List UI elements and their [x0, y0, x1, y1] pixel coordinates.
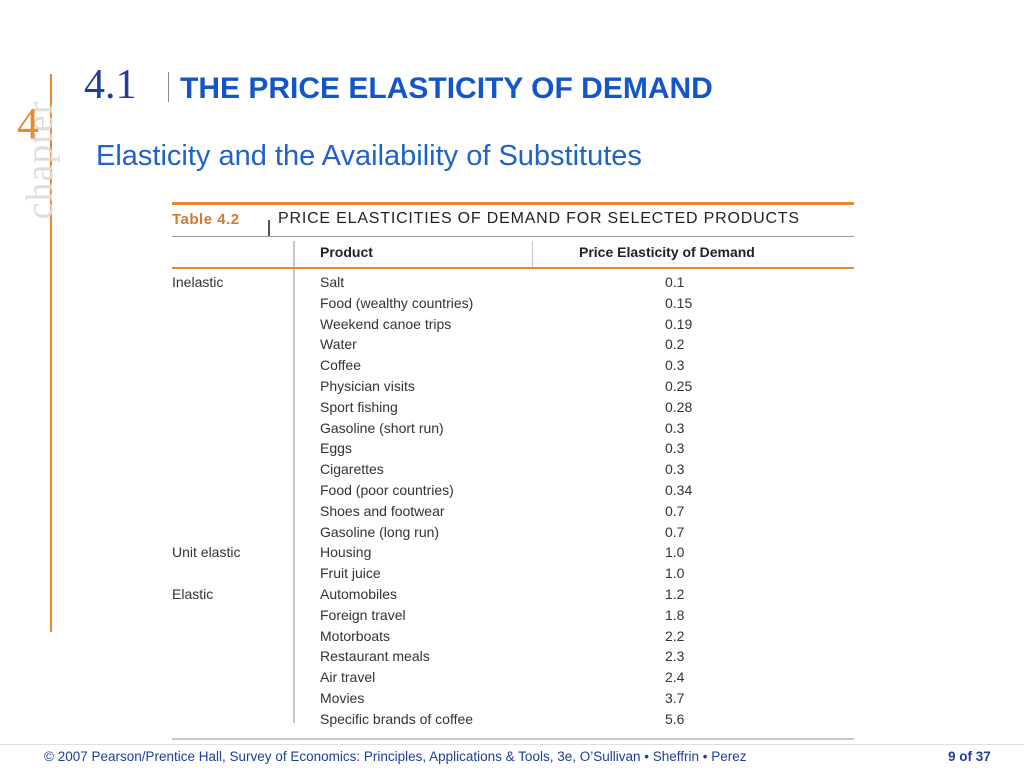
row-elasticity: 3.7	[665, 689, 685, 706]
table-row: Movies 3.7	[172, 688, 854, 709]
row-product: Automobiles	[320, 585, 398, 602]
row-elasticity: 2.4	[665, 669, 685, 686]
row-elasticity: 0.7	[665, 502, 685, 519]
table-row: Specific brands of coffee 5.6	[172, 709, 854, 730]
page-title: THE PRICE ELASTICITY OF DEMAND	[180, 72, 713, 105]
row-product: Food (wealthy countries)	[320, 294, 474, 311]
row-product: Cigarettes	[320, 461, 384, 478]
table-bottom-rule	[172, 738, 854, 740]
row-elasticity: 0.3	[665, 461, 685, 478]
row-elasticity: 0.3	[665, 419, 685, 436]
table-top-rule	[172, 202, 854, 205]
table-row: Fruit juice 1.0	[172, 563, 854, 584]
table-row: Gasoline (short run) 0.3	[172, 418, 854, 439]
row-elasticity: 0.34	[665, 481, 693, 498]
table-row: Air travel 2.4	[172, 667, 854, 688]
row-elasticity: 0.19	[665, 315, 693, 332]
row-elasticity: 1.8	[665, 606, 685, 623]
row-category: Inelastic	[172, 274, 224, 290]
row-elasticity: 0.2	[665, 336, 685, 353]
row-product: Physician visits	[320, 377, 415, 394]
table-row: Foreign travel 1.8	[172, 605, 854, 626]
column-header-product: Product	[320, 244, 373, 260]
row-product: Weekend canoe trips	[320, 315, 452, 332]
sidebar-rule	[50, 74, 52, 632]
table-row: Inelastic Salt 0.1	[172, 272, 854, 293]
row-product: Water	[320, 336, 357, 353]
table-row: Restaurant meals 2.3	[172, 646, 854, 667]
row-elasticity: 2.3	[665, 648, 685, 665]
header-divider	[532, 241, 533, 268]
table-row: Physician visits 0.25	[172, 376, 854, 397]
row-product: Sport fishing	[320, 398, 398, 415]
header-rule	[172, 267, 854, 269]
row-category: Unit elastic	[172, 544, 241, 561]
row-elasticity: 5.6	[665, 710, 685, 727]
chapter-number: 4	[17, 99, 39, 148]
table-row: Gasoline (long run) 0.7	[172, 522, 854, 543]
row-product: Salt	[320, 274, 345, 290]
table-row: Elastic Automobiles 1.2	[172, 584, 854, 605]
column-divider	[293, 241, 295, 723]
row-product: Motorboats	[320, 627, 391, 644]
table-row: Food (poor countries) 0.34	[172, 480, 854, 501]
row-product: Shoes and footwear	[320, 502, 445, 519]
footer-copyright: © 2007 Pearson/Prentice Hall, Survey of …	[44, 749, 747, 764]
footer: © 2007 Pearson/Prentice Hall, Survey of …	[0, 748, 1024, 766]
table-caption: PRICE ELASTICITIES OF DEMAND FOR SELECTE…	[278, 210, 800, 227]
table-row: Motorboats 2.2	[172, 626, 854, 647]
column-header-elasticity: Price Elasticity of Demand	[579, 244, 755, 260]
row-product: Gasoline (short run)	[320, 419, 444, 436]
table-row: Weekend canoe trips 0.19	[172, 314, 854, 335]
row-elasticity: 2.2	[665, 627, 685, 644]
row-elasticity: 0.15	[665, 294, 693, 311]
row-product: Restaurant meals	[320, 648, 430, 665]
table-row: Shoes and footwear 0.7	[172, 501, 854, 522]
row-elasticity: 0.3	[665, 357, 685, 374]
caption-separator	[268, 220, 270, 236]
row-elasticity: 0.3	[665, 440, 685, 457]
table-label: Table 4.2	[172, 211, 240, 228]
row-elasticity: 1.2	[665, 585, 685, 602]
footer-rule	[0, 744, 1024, 745]
page-subtitle: Elasticity and the Availability of Subst…	[96, 140, 642, 172]
row-elasticity: 1.0	[665, 565, 685, 582]
section-number: 4.1	[84, 62, 137, 108]
row-product: Eggs	[320, 440, 352, 457]
row-elasticity: 0.28	[665, 398, 693, 415]
table-row: Water 0.2	[172, 334, 854, 355]
page-number: 9 of 37	[948, 749, 991, 764]
row-product: Housing	[320, 544, 372, 561]
row-elasticity: 0.25	[665, 377, 693, 394]
row-product: Air travel	[320, 669, 376, 686]
row-product: Movies	[320, 689, 365, 706]
row-elasticity: 0.7	[665, 523, 685, 540]
table-row: Cigarettes 0.3	[172, 459, 854, 480]
row-product: Food (poor countries)	[320, 481, 454, 498]
row-product: Gasoline (long run)	[320, 523, 440, 540]
row-product: Specific brands of coffee	[320, 710, 474, 727]
row-elasticity: 0.1	[665, 274, 685, 290]
table-body: Inelastic Salt 0.1 Food (wealthy countries)…	[172, 272, 854, 730]
table-row: Unit elastic Housing 1.0	[172, 542, 854, 563]
row-product: Fruit juice	[320, 565, 381, 582]
title-separator	[168, 72, 169, 102]
row-product: Foreign travel	[320, 606, 406, 623]
table-row: Eggs 0.3	[172, 438, 854, 459]
table-row: Sport fishing 0.28	[172, 397, 854, 418]
table-row: Food (wealthy countries) 0.15	[172, 293, 854, 314]
row-category: Elastic	[172, 585, 214, 602]
table-row: Coffee 0.3	[172, 355, 854, 376]
row-product: Coffee	[320, 357, 361, 374]
row-elasticity: 1.0	[665, 544, 685, 561]
caption-rule	[172, 236, 854, 237]
